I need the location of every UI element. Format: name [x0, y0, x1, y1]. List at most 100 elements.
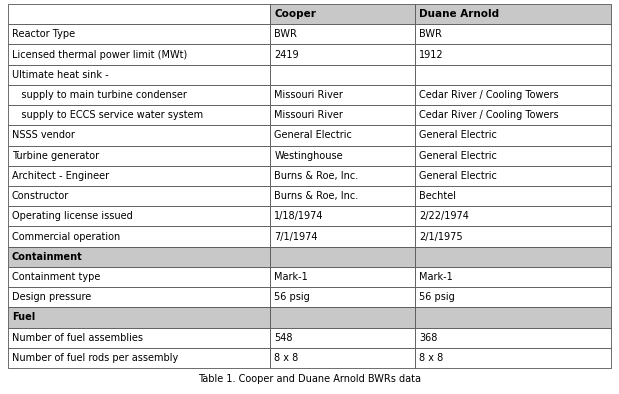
Bar [8, 307, 271, 327]
Bar [271, 307, 415, 327]
Text: 7/1/1974: 7/1/1974 [274, 232, 318, 242]
Text: Architect - Engineer: Architect - Engineer [12, 171, 109, 181]
Text: 2/22/1974: 2/22/1974 [419, 211, 469, 221]
Text: 1/18/1974: 1/18/1974 [274, 211, 324, 221]
Bar [271, 247, 415, 267]
Bar [415, 307, 611, 327]
Bar [415, 145, 611, 166]
Bar [415, 4, 611, 24]
Text: General Electric: General Electric [419, 130, 497, 140]
Text: Mark-1: Mark-1 [419, 272, 452, 282]
Bar [271, 45, 415, 65]
Text: General Electric: General Electric [274, 130, 352, 140]
Text: Cedar River / Cooling Towers: Cedar River / Cooling Towers [419, 90, 559, 100]
Bar [271, 105, 415, 125]
Text: 8 x 8: 8 x 8 [274, 353, 298, 363]
Bar [8, 145, 271, 166]
Bar [8, 327, 271, 348]
Bar [271, 85, 415, 105]
Bar [271, 125, 415, 145]
Bar [415, 186, 611, 206]
Text: supply to ECCS service water system: supply to ECCS service water system [12, 110, 203, 120]
Text: Reactor Type: Reactor Type [12, 29, 75, 39]
Bar [415, 105, 611, 125]
Bar [415, 24, 611, 45]
Text: Mark-1: Mark-1 [274, 272, 308, 282]
Text: Number of fuel rods per assembly: Number of fuel rods per assembly [12, 353, 178, 363]
Text: 2/1/1975: 2/1/1975 [419, 232, 462, 242]
Text: General Electric: General Electric [419, 171, 497, 181]
Bar [271, 206, 415, 227]
Bar [271, 186, 415, 206]
Text: 2419: 2419 [274, 50, 299, 59]
Text: 8 x 8: 8 x 8 [419, 353, 443, 363]
Text: Fuel: Fuel [12, 312, 35, 322]
Bar [415, 85, 611, 105]
Text: Cedar River / Cooling Towers: Cedar River / Cooling Towers [419, 110, 559, 120]
Text: Operating license issued: Operating license issued [12, 211, 132, 221]
Bar [8, 4, 271, 24]
Bar [415, 166, 611, 186]
Text: 1912: 1912 [419, 50, 444, 59]
Bar [8, 65, 271, 85]
Bar [415, 125, 611, 145]
Bar [271, 65, 415, 85]
Bar [271, 166, 415, 186]
Bar [271, 348, 415, 368]
Text: Duane Arnold: Duane Arnold [419, 9, 499, 19]
Bar [8, 24, 271, 45]
Text: Licensed thermal power limit (MWt): Licensed thermal power limit (MWt) [12, 50, 188, 59]
Text: Missouri River: Missouri River [274, 90, 343, 100]
Text: Bechtel: Bechtel [419, 191, 456, 201]
Bar [415, 227, 611, 247]
Text: Design pressure: Design pressure [12, 292, 91, 302]
Bar [8, 166, 271, 186]
Text: Ultimate heat sink -: Ultimate heat sink - [12, 70, 108, 80]
Bar [415, 45, 611, 65]
Text: Burns & Roe, Inc.: Burns & Roe, Inc. [274, 191, 358, 201]
Bar [8, 227, 271, 247]
Text: General Electric: General Electric [419, 151, 497, 161]
Bar [271, 287, 415, 307]
Text: Westinghouse: Westinghouse [274, 151, 343, 161]
Bar [8, 85, 271, 105]
Bar [8, 125, 271, 145]
Text: BWR: BWR [274, 29, 297, 39]
Text: 548: 548 [274, 333, 293, 343]
Bar [8, 206, 271, 227]
Bar [415, 348, 611, 368]
Text: Table 1. Cooper and Duane Arnold BWRs data: Table 1. Cooper and Duane Arnold BWRs da… [198, 374, 421, 384]
Text: supply to main turbine condenser: supply to main turbine condenser [12, 90, 187, 100]
Text: 368: 368 [419, 333, 438, 343]
Bar [415, 287, 611, 307]
Text: Constructor: Constructor [12, 191, 69, 201]
Text: BWR: BWR [419, 29, 442, 39]
Bar [271, 327, 415, 348]
Text: Number of fuel assemblies: Number of fuel assemblies [12, 333, 143, 343]
Bar [271, 267, 415, 287]
Bar [415, 267, 611, 287]
Bar [8, 267, 271, 287]
Text: Cooper: Cooper [274, 9, 316, 19]
Bar [271, 24, 415, 45]
Text: NSSS vendor: NSSS vendor [12, 130, 75, 140]
Text: Turbine generator: Turbine generator [12, 151, 99, 161]
Bar [8, 45, 271, 65]
Bar [8, 348, 271, 368]
Text: Burns & Roe, Inc.: Burns & Roe, Inc. [274, 171, 358, 181]
Bar [271, 4, 415, 24]
Bar [8, 105, 271, 125]
Bar [8, 287, 271, 307]
Bar [415, 327, 611, 348]
Text: 56 psig: 56 psig [419, 292, 455, 302]
Bar [271, 227, 415, 247]
Text: Containment: Containment [12, 252, 83, 262]
Bar [8, 247, 271, 267]
Bar [271, 145, 415, 166]
Bar [415, 65, 611, 85]
Text: Missouri River: Missouri River [274, 110, 343, 120]
Bar [415, 206, 611, 227]
Text: Containment type: Containment type [12, 272, 100, 282]
Bar [8, 186, 271, 206]
Bar [415, 247, 611, 267]
